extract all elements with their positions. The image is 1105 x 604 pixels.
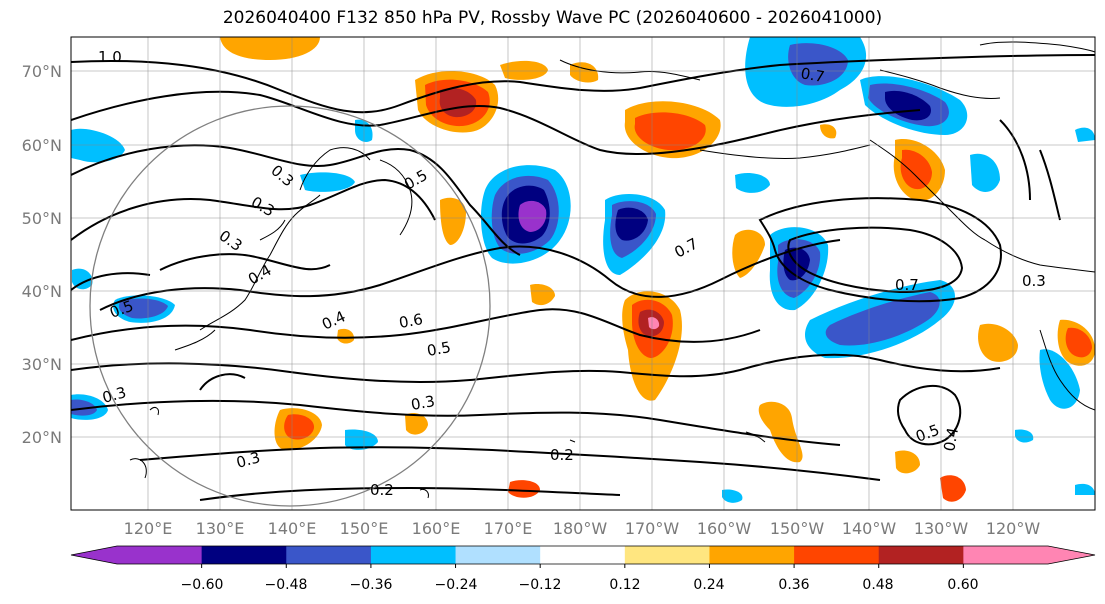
colorbar-tick-label: −0.24 (435, 577, 478, 593)
lat-label: 20°N (22, 428, 62, 447)
lon-label: 120°W (986, 519, 1041, 538)
colorbar-tick-label: 0.36 (778, 577, 809, 593)
colorbar-tick-label: −0.36 (350, 577, 393, 593)
colorbar-swatch (963, 546, 1049, 564)
colorbar-tick-label: 0.24 (693, 577, 724, 593)
colorbar-tick-label: −0.12 (519, 577, 562, 593)
colorbar-swatch (286, 546, 372, 564)
contour-label: 0.7 (799, 64, 826, 86)
colorbar-extend-low (71, 546, 117, 564)
lon-label: 130°E (196, 519, 245, 538)
colorbar-swatch (624, 546, 710, 564)
contour-label: 1.0 (98, 48, 122, 66)
lon-label: 140°E (268, 519, 317, 538)
colorbar-extend-high (1048, 546, 1095, 564)
lon-label: 180°W (553, 519, 608, 538)
contour-label: 0.5 (426, 338, 453, 360)
lon-label: 170°E (484, 519, 533, 538)
colorbar-swatch (794, 546, 880, 564)
colorbar-swatch (117, 546, 203, 564)
contour-label: 0.4 (940, 426, 962, 453)
colorbar-swatch (878, 546, 964, 564)
pv-contours (71, 54, 1095, 501)
colorbar-swatch (540, 546, 626, 564)
colorbar-outline (70, 545, 1096, 565)
latitude-labels: 70°N 60°N 50°N 40°N 30°N 20°N (22, 62, 62, 447)
contour-label: 0.3 (234, 448, 262, 472)
lat-label: 40°N (22, 282, 62, 301)
colorbar-swatch (201, 546, 287, 564)
contour-label: 0.7 (895, 276, 919, 294)
colorbar-swatch (370, 546, 457, 564)
lon-label: 130°W (914, 519, 969, 538)
lat-label: 70°N (22, 62, 62, 81)
lon-label: 150°E (340, 519, 389, 538)
colorbar-swatch (709, 546, 795, 564)
contour-label: 0.2 (550, 446, 574, 464)
colorbar-tick-label: 0.48 (862, 577, 893, 593)
map-frame (70, 36, 1096, 511)
map-title: 2026040400 F132 850 hPa PV, Rossby Wave … (222, 8, 883, 28)
colorbar-tick-label: 0.12 (609, 577, 640, 593)
colorbar (70, 545, 1096, 568)
contour-label: 0.6 (398, 310, 425, 332)
lat-label: 60°N (22, 136, 62, 155)
longitude-labels: 120°E 130°E 140°E 150°E 160°E 170°E 180°… (124, 519, 1041, 538)
gridlines (71, 37, 1095, 510)
lon-label: 120°E (124, 519, 173, 538)
lat-label: 30°N (22, 355, 62, 374)
lon-label: 160°E (412, 519, 461, 538)
colorbar-tick-label: 0.60 (947, 577, 978, 593)
contour-label: 0.3 (1022, 272, 1046, 290)
region-circle (89, 105, 491, 507)
colorbar-swatch (455, 546, 541, 564)
colorbar-tick-label: −0.60 (181, 577, 224, 593)
contour-label: 0.2 (370, 481, 394, 499)
lon-label: 150°W (770, 519, 825, 538)
lon-label: 170°W (625, 519, 680, 538)
lon-label: 140°W (842, 519, 897, 538)
lat-label: 50°N (22, 209, 62, 228)
contour-label: 0.3 (100, 383, 128, 407)
contour-label: 0.3 (410, 392, 437, 414)
lon-label: 160°W (697, 519, 752, 538)
colorbar-tick-label: −0.48 (265, 577, 308, 593)
colorbar-labels: −0.60 −0.48 −0.36 −0.24 −0.12 0.12 0.24 … (181, 577, 979, 593)
